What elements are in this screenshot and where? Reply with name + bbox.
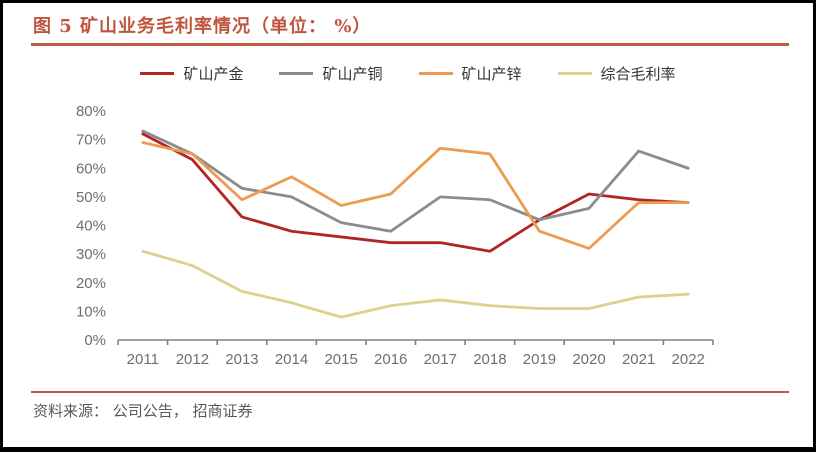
x-axis-label: 2022 xyxy=(672,351,705,368)
footer-rule xyxy=(31,391,789,393)
legend-item-3[interactable]: 综合毛利率 xyxy=(557,63,676,84)
y-axis-label: 80% xyxy=(76,103,106,120)
y-axis-label: 30% xyxy=(76,246,106,263)
legend-label: 矿山产金 xyxy=(183,65,244,83)
legend-label: 矿山产铜 xyxy=(322,65,383,83)
y-axis-label: 60% xyxy=(76,160,106,177)
x-axis-label: 2017 xyxy=(424,351,457,368)
x-axis-label: 2014 xyxy=(275,351,308,368)
legend-swatch-icon xyxy=(557,72,592,75)
chart-canvas: 0% 10% 20% 30% 40% 50% 60% 70% 80% 2011 2012 2013 20… xyxy=(76,103,714,368)
legend-label: 矿山产锌 xyxy=(461,65,522,83)
legend-swatch-icon xyxy=(140,72,175,75)
legend-item-2[interactable]: 矿山产锌 xyxy=(418,63,522,84)
title-underline xyxy=(31,43,789,46)
series-line-1 xyxy=(141,129,690,233)
x-axis-label: 2016 xyxy=(374,351,407,368)
legend-item-1[interactable]: 矿山产铜 xyxy=(279,63,383,84)
legend-label: 综合毛利率 xyxy=(600,65,676,83)
series-line-0 xyxy=(141,132,690,253)
x-axis-label: 2015 xyxy=(324,351,357,368)
x-axis-label: 2021 xyxy=(622,351,655,368)
y-axis-label: 10% xyxy=(76,303,106,320)
series-line-2 xyxy=(141,141,690,250)
x-axis-label: 2018 xyxy=(473,351,506,368)
x-axis-label: 2012 xyxy=(176,351,209,368)
legend-swatch-icon xyxy=(418,72,453,75)
source-note: 资料来源： 公司公告， 招商证券 xyxy=(33,402,253,420)
y-axis-label: 0% xyxy=(84,332,106,349)
series-line-3 xyxy=(141,249,690,319)
y-axis-label: 40% xyxy=(76,218,106,235)
x-axis-label: 2019 xyxy=(523,351,556,368)
y-axis-label: 50% xyxy=(76,189,106,206)
x-axis-label: 2020 xyxy=(572,351,605,368)
x-axis-label: 2011 xyxy=(127,351,159,368)
figure-title: 图 5 矿山业务毛利率情况（单位： %） xyxy=(33,16,372,37)
y-axis-label: 20% xyxy=(76,275,106,292)
chart-legend: 矿山产金 矿山产铜 矿山产锌 综合毛利率 xyxy=(3,63,813,84)
y-axis-label: 70% xyxy=(76,132,106,149)
legend-item-0[interactable]: 矿山产金 xyxy=(140,63,243,84)
x-axis-label: 2013 xyxy=(225,351,258,368)
legend-swatch-icon xyxy=(279,72,314,75)
